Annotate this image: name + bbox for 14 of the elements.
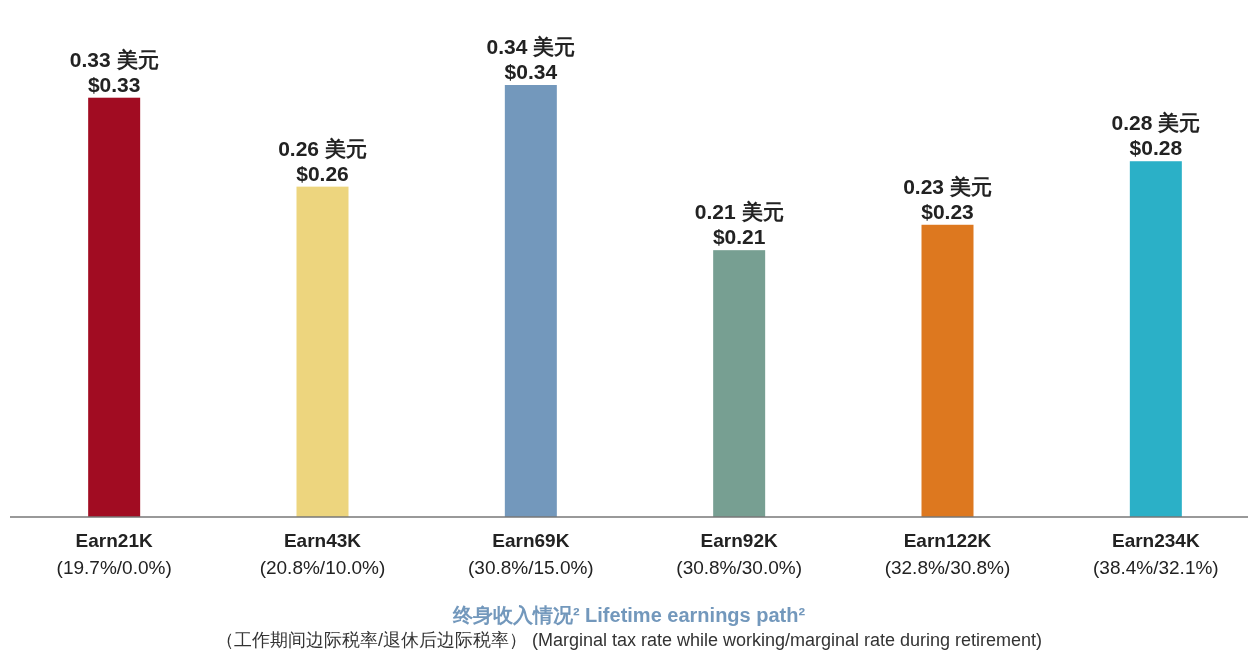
- data-label: 0.26 美元 $0.26: [278, 136, 367, 185]
- x-tick-label: Earn234K (38.4%/32.1%): [1092, 530, 1219, 578]
- x-tick-label: Earn43K (20.8%/10.0%): [259, 530, 386, 578]
- x-tick-label: Earn122K (32.8%/30.8%): [884, 530, 1011, 578]
- text: （工作期间边际税率/退休后边际税率） (Marginal tax rate while working/marginal rate during retirement): [215, 630, 1043, 650]
- x-tick-label: Earn92K (30.8%/30.0%): [676, 530, 803, 578]
- data-label: 0.28 美元 $0.28: [1111, 111, 1201, 160]
- x-tick-label: Earn69K (30.8%/15.0%): [467, 530, 594, 578]
- data-label: 0.34 美元 $0.34: [486, 35, 576, 83]
- x-tick-label: Earn21K (19.7%/0.0%): [56, 530, 172, 578]
- data-label: 0.33 美元 $0.33: [69, 47, 159, 96]
- x-axis-title: 终身收入情况² Lifetime earnings path²: [451, 604, 806, 626]
- data-label: 0.21 美元 $0.21: [694, 200, 784, 249]
- data-label: 0.23 美元 $0.23: [903, 174, 992, 223]
